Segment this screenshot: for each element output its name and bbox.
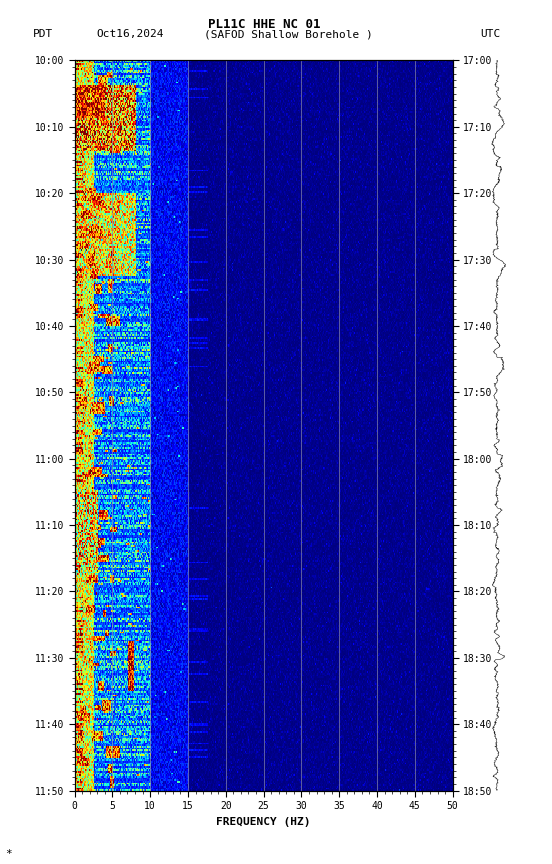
Text: UTC: UTC bbox=[480, 29, 501, 40]
Text: (SAFOD Shallow Borehole ): (SAFOD Shallow Borehole ) bbox=[204, 29, 373, 40]
Text: PDT: PDT bbox=[33, 29, 54, 40]
Text: Oct16,2024: Oct16,2024 bbox=[97, 29, 164, 40]
Text: PL11C HHE NC 01: PL11C HHE NC 01 bbox=[208, 18, 320, 31]
X-axis label: FREQUENCY (HZ): FREQUENCY (HZ) bbox=[216, 816, 311, 827]
Text: *: * bbox=[6, 849, 12, 859]
